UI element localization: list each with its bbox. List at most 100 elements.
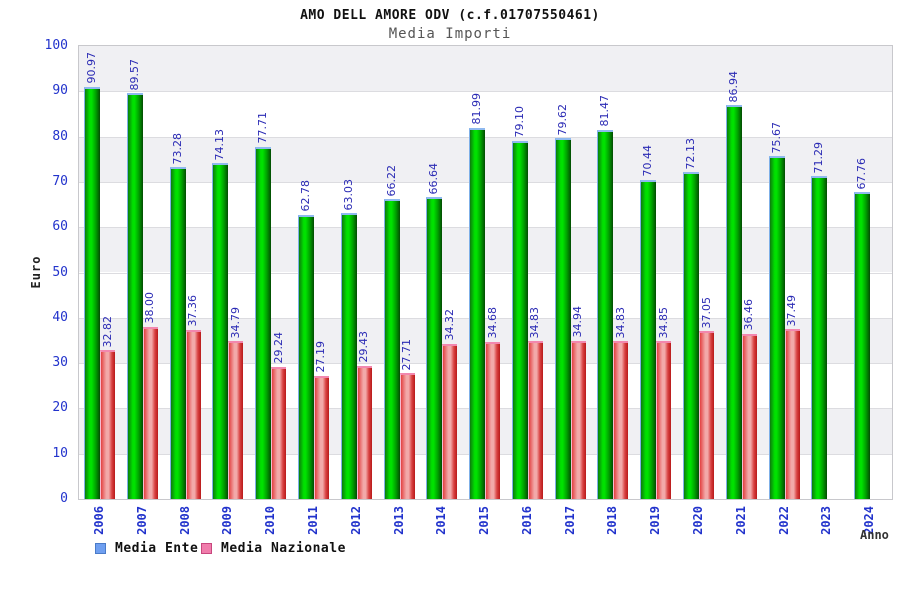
plot-band	[79, 46, 892, 92]
bar-value-label-media-ente: 74.13	[213, 128, 227, 161]
bar-media-nazionale	[313, 375, 329, 499]
gridline	[79, 272, 892, 274]
bar-value-label-media-ente: 72.13	[684, 137, 698, 170]
bar-value-label-media-ente: 67.76	[855, 157, 869, 190]
bar-media-nazionale	[100, 350, 115, 499]
bar-media-nazionale	[527, 341, 543, 499]
legend-item-media-nazionale: Media Nazionale	[201, 541, 346, 556]
gridline	[79, 227, 892, 229]
bar-value-label-media-ente: 62.78	[298, 180, 312, 212]
y-tick-label: 40	[52, 309, 68, 325]
bar-media-nazionale	[185, 329, 201, 499]
y-tick-label: 0	[60, 491, 68, 506]
x-tick-label: 2012	[348, 506, 363, 535]
y-tick-label: 30	[52, 355, 68, 371]
y-tick-label: 10	[52, 445, 68, 461]
bar-media-ente	[725, 105, 742, 499]
bar-value-label-media-nazionale: 38.00	[143, 292, 157, 324]
chart-subtitle: Media Importi	[388, 26, 512, 42]
bar-media-nazionale	[784, 329, 800, 499]
x-tick-label: 2022	[776, 506, 791, 535]
bar-value-label-media-nazionale: 29.24	[271, 332, 285, 364]
x-tick-label: 2007	[134, 506, 149, 535]
x-tick-label: 2008	[177, 506, 192, 535]
chart-title: AMO DELL AMORE ODV (c.f.01707550461)	[300, 8, 600, 23]
bar-value-label-media-ente: 75.67	[769, 121, 783, 154]
bar-value-label-media-ente: 81.47	[598, 95, 612, 127]
bar-media-nazionale	[613, 341, 629, 499]
bar-media-nazionale	[356, 365, 372, 499]
bar-value-label-media-nazionale: 37.49	[785, 294, 799, 327]
gridline	[79, 91, 892, 93]
legend-label-media-nazionale: Media Nazionale	[221, 541, 346, 556]
bar-media-ente	[212, 163, 229, 499]
bar-media-ente	[554, 138, 571, 499]
bar-value-label-media-nazionale: 37.05	[699, 296, 713, 329]
bar-media-nazionale	[570, 340, 586, 499]
bar-value-label-media-ente: 81.99	[470, 93, 484, 125]
bar-media-ente	[640, 179, 657, 499]
bar-value-label-media-nazionale: 34.83	[613, 306, 627, 339]
chart-plot-area: 90.97 32.82 89.57 38.00 73.28 37.36 74.13 34.79…	[78, 45, 893, 500]
bar-media-nazionale	[741, 333, 757, 499]
y-tick-label: 70	[52, 173, 68, 189]
bar-value-label-media-ente: 66.64	[427, 162, 441, 195]
bar-media-ente	[597, 129, 614, 499]
y-tick-label: 20	[52, 400, 68, 416]
y-tick-label: 90	[52, 83, 68, 99]
bar-media-ente	[126, 93, 143, 499]
x-tick-label: 2014	[434, 506, 449, 535]
x-tick-label: 2011	[305, 506, 320, 535]
gridline	[79, 181, 892, 183]
bar-value-label-media-ente: 63.03	[341, 178, 355, 211]
bar-value-label-media-ente: 86.94	[726, 70, 740, 103]
bar-value-label-media-nazionale: 32.82	[100, 315, 114, 348]
x-tick-label: 2017	[562, 506, 577, 535]
bar-value-label-media-nazionale: 34.32	[442, 309, 456, 341]
bar-value-label-media-ente: 89.57	[127, 58, 141, 91]
y-tick-label: 80	[52, 128, 68, 144]
x-tick-label: 2016	[519, 506, 534, 535]
bar-media-ente	[297, 214, 314, 499]
bar-value-label-media-ente: 79.10	[512, 106, 526, 138]
bar-media-nazionale	[142, 326, 158, 499]
bar-media-ente	[169, 167, 186, 499]
chart-legend: Media Ente Media Nazionale	[0, 540, 900, 558]
bar-value-label-media-nazionale: 34.94	[571, 306, 585, 338]
bar-value-label-media-nazionale: 27.19	[314, 341, 328, 373]
bar-media-ente	[854, 192, 871, 499]
gridline	[79, 317, 892, 319]
y-tick-label: 100	[44, 38, 68, 53]
bar-media-ente	[469, 127, 486, 499]
bar-value-label-media-nazionale: 34.83	[528, 306, 542, 339]
bar-media-nazionale	[699, 331, 715, 499]
x-tick-label: 2009	[220, 506, 235, 535]
bar-value-label-media-nazionale: 36.46	[742, 299, 756, 331]
bar-value-label-media-nazionale: 34.85	[656, 306, 670, 339]
x-tick-label: 2006	[92, 506, 106, 535]
x-tick-label: 2013	[391, 506, 406, 535]
x-axis: 2006 2007 2008 2009 2010 2011 2012 2013 2014 2015…	[78, 502, 898, 544]
plot-band	[79, 91, 892, 137]
x-tick-label: 2020	[691, 506, 706, 535]
x-tick-label: 2015	[477, 506, 492, 535]
legend-item-media-ente: Media Ente	[95, 541, 198, 556]
bar-value-label-media-nazionale: 29.43	[357, 331, 371, 363]
x-tick-label: 2019	[648, 506, 663, 535]
bar-media-ente	[511, 140, 528, 499]
media-nazionale-swatch-icon	[201, 543, 212, 554]
bar-media-nazionale	[271, 366, 287, 499]
legend-label-media-ente: Media Ente	[115, 541, 199, 556]
bar-media-ente	[84, 86, 100, 499]
x-axis-title: Anno	[860, 528, 889, 542]
bar-value-label-media-ente: 77.71	[256, 112, 270, 144]
bar-media-ente	[683, 172, 700, 499]
x-tick-label: 2023	[819, 506, 834, 535]
bar-value-label-media-ente: 90.97	[85, 52, 98, 84]
x-tick-label: 2010	[263, 506, 278, 535]
bar-value-label-media-nazionale: 34.79	[228, 306, 242, 339]
bar-media-ente	[255, 146, 272, 499]
bar-media-ente	[383, 199, 400, 499]
bar-media-nazionale	[399, 373, 415, 499]
